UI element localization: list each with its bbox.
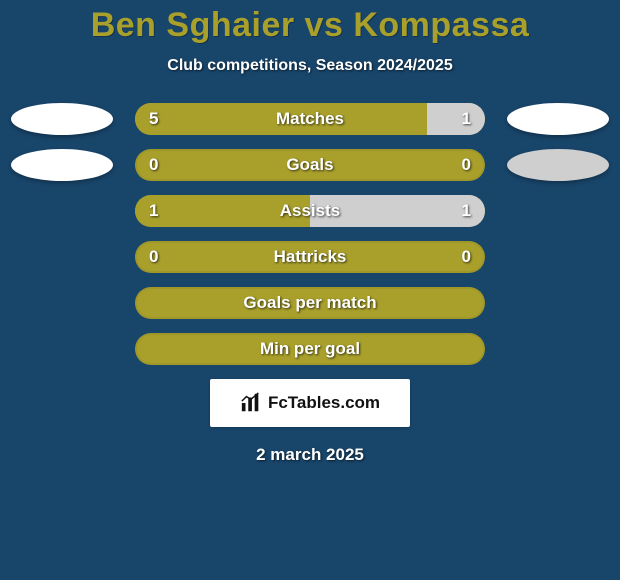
stat-row: Min per goal: [0, 333, 620, 365]
page-subtitle: Club competitions, Season 2024/2025: [167, 57, 452, 75]
stat-row: 0 Hattricks 0: [0, 241, 620, 273]
stat-value-right: 0: [462, 241, 471, 273]
bar-left-fill: [135, 195, 310, 227]
player-badge-right: [507, 103, 609, 135]
stat-bar: 0 Hattricks 0: [135, 241, 485, 273]
stat-label: Hattricks: [135, 241, 485, 273]
comparison-infographic: Ben Sghaier vs Kompassa Club competition…: [0, 0, 620, 580]
bar-right-fill: [310, 195, 485, 227]
bar-left-fill: [135, 103, 427, 135]
stat-label: Goals: [135, 149, 485, 181]
stat-value-right: 1: [462, 103, 471, 135]
stat-row: 1 Assists 1: [0, 195, 620, 227]
stat-label: Goals per match: [135, 287, 485, 319]
player-badge-left: [11, 149, 113, 181]
stat-value-left: 0: [149, 241, 158, 273]
stat-bar: Goals per match: [135, 287, 485, 319]
page-title: Ben Sghaier vs Kompassa: [91, 6, 530, 45]
stat-row: Goals per match: [0, 287, 620, 319]
stat-bar: 5 Matches 1: [135, 103, 485, 135]
stat-value-left: 5: [149, 103, 158, 135]
stat-value-right: 1: [462, 195, 471, 227]
stat-value-left: 0: [149, 149, 158, 181]
stat-bar: 1 Assists 1: [135, 195, 485, 227]
player-badge-left: [11, 103, 113, 135]
branding-text: FcTables.com: [268, 393, 380, 413]
stat-value-left: 1: [149, 195, 158, 227]
bar-right-fill: [427, 103, 485, 135]
stat-bar: Min per goal: [135, 333, 485, 365]
stat-label: Min per goal: [135, 333, 485, 365]
date-text: 2 march 2025: [256, 445, 364, 465]
stat-row: 0 Goals 0: [0, 149, 620, 181]
stat-value-right: 0: [462, 149, 471, 181]
player-badge-right: [507, 149, 609, 181]
branding-badge: FcTables.com: [210, 379, 410, 427]
stat-row: 5 Matches 1: [0, 103, 620, 135]
chart-icon: [240, 392, 262, 414]
stats-chart: 5 Matches 1 0 Goals 0 1 Assist: [0, 103, 620, 365]
stat-bar: 0 Goals 0: [135, 149, 485, 181]
